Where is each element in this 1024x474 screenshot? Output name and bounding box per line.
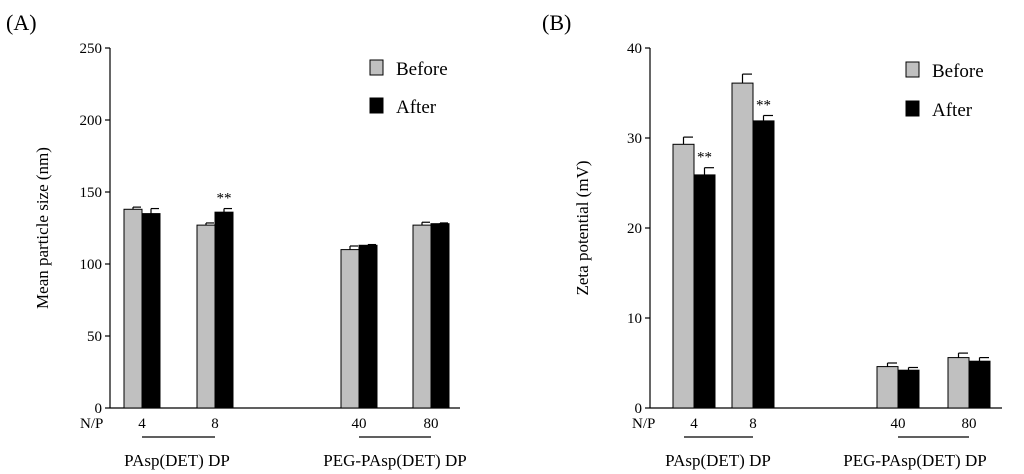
group-label: PEG-PAsp(DET) DP [323,451,466,470]
bar-before-np4 [123,208,143,409]
x-tick-label-np8: 8 [211,416,219,432]
y-ticks-b: 0 10 20 30 40 [627,41,650,417]
y-tick-label: 50 [87,329,102,345]
group-label: PAsp(DET) DP [124,451,230,470]
y-tick-label: 0 [635,401,643,417]
bar-after-np8 [214,211,234,409]
x-tick-label-np80: 80 [424,416,439,432]
category-labels-b: 4 8 40 80 [690,416,976,432]
legend-swatch-after-a [369,97,384,114]
bar-before-np8 [731,82,754,409]
group-label: PEG-PAsp(DET) DP [843,451,986,470]
panel-label-b: (B) [542,10,571,35]
panel-label-a: (A) [6,10,37,35]
y-axis-label-b: Zeta potential (mV) [573,160,592,295]
bar-before-np8 [196,224,216,409]
significance-marker: ** [756,98,771,114]
group-labels-b: PAsp(DET) DP PEG-PAsp(DET) DP [665,436,987,470]
bar-after-np40 [897,369,920,409]
y-tick-label: 40 [627,41,642,57]
x-tick-label-np40: 40 [352,416,367,432]
bar-after-np80 [968,360,991,409]
chart-a: (A) Mean particle size (nm) 0 50 100 150 200… [6,10,467,470]
bar-after-np4 [693,174,716,409]
y-tick-label: 250 [80,41,103,57]
y-tick-label: 10 [627,311,642,327]
legend-label-before-b: Before [932,61,984,82]
group-label: PAsp(DET) DP [665,451,771,470]
bar-after-np80 [430,223,450,409]
bars-b: ** ** [672,73,991,409]
bars-a: ** [123,191,450,409]
y-tick-label: 30 [627,131,642,147]
x-tick-label-np4: 4 [690,416,698,432]
significance-marker: ** [217,191,232,207]
bar-before-np40 [340,249,360,409]
y-tick-label: 200 [80,113,103,129]
bar-before-np80 [412,224,432,409]
legend-swatch-before-a [369,59,384,76]
x-tick-label-np40: 40 [891,416,906,432]
legend-swatch-after-b [905,100,920,117]
x-tick-label-np4: 4 [138,416,146,432]
bar-before-np4 [672,143,695,409]
legend-label-after-b: After [932,100,973,121]
y-axis-label-a: Mean particle size (nm) [33,147,52,309]
group-labels-a: PAsp(DET) DP PEG-PAsp(DET) DP [124,436,467,470]
np-label-b: N/P [632,416,655,432]
y-ticks-a: 0 50 100 150 200 250 [80,41,110,417]
y-tick-label: 20 [627,221,642,237]
bar-after-np40 [358,244,378,409]
x-tick-label-np80: 80 [962,416,977,432]
bar-after-np4 [141,213,161,409]
chart-b: (B) Zeta potential (mV) 0 10 20 30 40 ** ** N… [542,10,1002,470]
y-tick-label: 150 [80,185,103,201]
legend-b: Before After [905,61,984,121]
x-tick-label-np8: 8 [749,416,757,432]
bar-before-np40 [876,366,899,409]
category-labels-a: 4 8 40 80 [138,416,438,432]
bar-before-np80 [947,357,970,409]
legend-label-before-a: Before [396,59,448,80]
significance-marker: ** [697,150,712,166]
y-tick-label: 100 [80,257,103,273]
legend-a: Before After [369,59,448,118]
np-label-a: N/P [80,416,103,432]
legend-label-after-a: After [396,97,437,118]
y-tick-label: 0 [95,401,103,417]
bar-after-np8 [752,120,775,409]
legend-swatch-before-b [905,61,920,78]
